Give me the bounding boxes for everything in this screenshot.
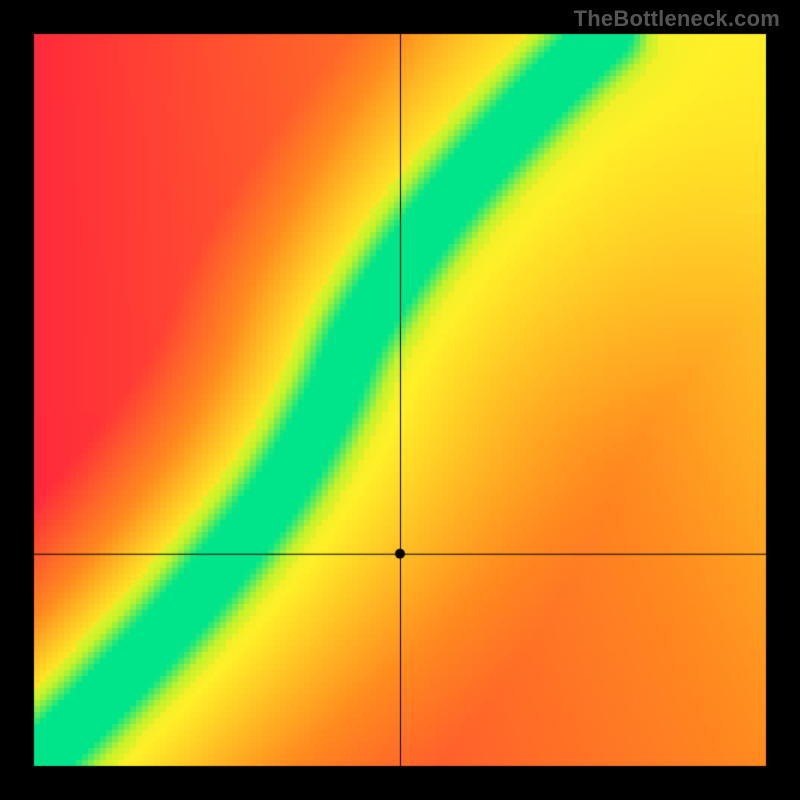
chart-container: { "attribution": { "text": "TheBottlenec… (0, 0, 800, 800)
attribution-text: TheBottleneck.com (574, 6, 780, 32)
bottleneck-heatmap (0, 0, 800, 800)
